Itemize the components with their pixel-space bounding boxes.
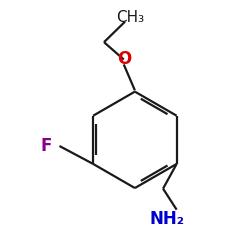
Text: O: O xyxy=(117,50,131,68)
Text: NH₂: NH₂ xyxy=(150,210,185,228)
Text: CH₃: CH₃ xyxy=(116,10,144,25)
Text: F: F xyxy=(41,137,52,155)
